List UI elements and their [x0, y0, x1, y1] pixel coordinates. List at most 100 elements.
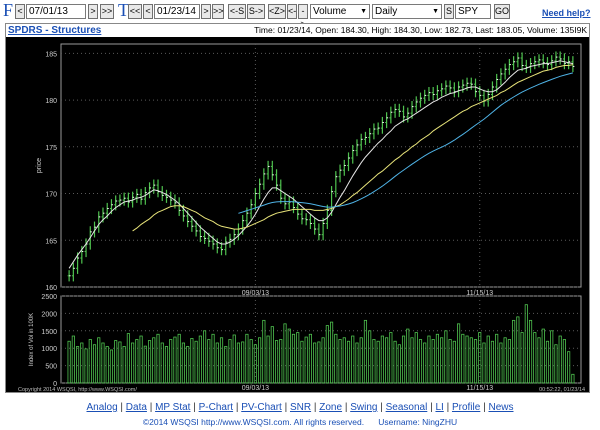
footer-separator: | — [377, 402, 386, 413]
username-text: Username: NingZHU — [378, 417, 458, 427]
volume-bar — [550, 330, 554, 384]
volume-bar — [321, 337, 325, 384]
volume-bar — [160, 342, 164, 384]
volume-bar — [512, 319, 516, 384]
volume-bar — [380, 335, 384, 384]
volume-bar — [245, 333, 249, 384]
volume-bar — [499, 342, 503, 384]
ma-cyan-line — [238, 72, 574, 214]
volume-bar — [571, 373, 575, 384]
volume-bar — [448, 339, 452, 384]
volume-bar — [478, 332, 482, 384]
to-date-input[interactable]: 01/23/14 — [154, 4, 200, 19]
volume-bar — [118, 341, 122, 384]
ma-yellow-line — [132, 64, 574, 232]
zoom-button[interactable]: <Z> — [268, 4, 286, 19]
volume-bar — [194, 340, 198, 384]
study-select[interactable]: Volume ▼ — [310, 4, 370, 19]
volume-bar — [414, 332, 418, 384]
volume-tick-label: 1000 — [41, 346, 57, 353]
volume-bar — [516, 316, 520, 384]
volume-x-tick-label: 09/03/13 — [242, 385, 269, 392]
footer-separator: | — [480, 402, 489, 413]
from-next-button[interactable]: > — [88, 4, 98, 19]
footer-link-mp-stat[interactable]: MP Stat — [155, 402, 191, 413]
from-letter: F — [3, 0, 14, 20]
footer-link-data[interactable]: Data — [125, 402, 147, 413]
footer-separator: | — [443, 402, 452, 413]
volume-bar — [368, 330, 372, 384]
footer-link-snr[interactable]: SNR — [289, 402, 312, 413]
price-tick-label: 165 — [45, 238, 57, 245]
volume-pane-frame — [60, 295, 582, 384]
volume-bar — [232, 334, 236, 384]
panel-title[interactable]: SPDRS - Structures — [8, 25, 102, 36]
volume-bar — [84, 348, 88, 384]
footer-nav: Analog | Data | MP Stat | P-Chart | PV-C… — [0, 402, 600, 413]
volume-bar — [355, 342, 359, 384]
to-fast-forward-button[interactable]: >> — [212, 4, 224, 19]
volume-bar — [241, 341, 245, 384]
volume-bar — [461, 333, 465, 384]
chevron-back-button[interactable]: <- — [287, 4, 297, 19]
footer-link-seasonal[interactable]: Seasonal — [385, 402, 428, 413]
footer-link-swing[interactable]: Swing — [350, 402, 378, 413]
volume-bar — [169, 339, 173, 384]
to-fast-back-button[interactable]: << — [128, 4, 142, 19]
footer-link-profile[interactable]: Profile — [451, 402, 481, 413]
price-tick-label: 175 — [45, 145, 57, 152]
volume-bar — [418, 339, 423, 384]
toolbar: F < 07/01/13 > >> T << < 01/23/14 > >> <… — [0, 0, 600, 29]
shift-right-button[interactable]: S-> — [247, 4, 265, 19]
volume-bar — [457, 323, 461, 384]
from-prev-button[interactable]: < — [15, 4, 25, 19]
from-fast-forward-button[interactable]: >> — [100, 4, 114, 19]
volume-tick-label: 1500 — [41, 329, 57, 336]
to-prev-button[interactable]: < — [143, 4, 153, 19]
s-button[interactable]: S — [444, 4, 454, 19]
price-x-tick-label: 11/15/13 — [466, 290, 493, 297]
from-date-input[interactable]: 07/01/13 — [26, 4, 86, 19]
volume-bar — [228, 339, 232, 384]
volume-bar — [423, 342, 427, 384]
volume-bar — [291, 333, 296, 384]
volume-bar — [567, 351, 571, 384]
footer-link-zone[interactable]: Zone — [319, 402, 343, 413]
volume-bar — [143, 345, 147, 384]
volume-bar — [80, 342, 84, 384]
volume-bar — [431, 339, 435, 384]
volume-bar — [114, 340, 118, 384]
volume-tick-label: 2000 — [41, 311, 57, 318]
volume-bar — [219, 337, 224, 384]
footer-link-analog[interactable]: Analog — [86, 402, 118, 413]
footer-separator: | — [190, 402, 199, 413]
volume-bar — [528, 319, 533, 384]
volume-bar — [135, 339, 139, 384]
footer-separator: | — [427, 402, 436, 413]
volume-bar — [541, 328, 545, 384]
shift-left-button[interactable]: <-S — [228, 4, 246, 19]
chart-timestamp-label: 00:52:22, 01/23/14 — [539, 387, 585, 393]
volume-bar — [88, 339, 92, 384]
volume-bar — [473, 339, 478, 384]
symbol-input[interactable]: SPY — [455, 4, 491, 19]
chevron-down-icon: ▼ — [432, 8, 439, 15]
volume-bar — [211, 333, 215, 384]
volume-bar — [156, 333, 160, 384]
footer-link-pv-chart[interactable]: PV-Chart — [241, 402, 282, 413]
go-button[interactable]: GO — [494, 4, 510, 19]
footer-link-news[interactable]: News — [488, 402, 514, 413]
volume-tick-label: 500 — [45, 364, 57, 371]
footer-link-p-chart[interactable]: P-Chart — [198, 402, 234, 413]
chevron-forward-button[interactable]: -> — [298, 4, 308, 29]
volume-bar — [203, 330, 207, 384]
footer-link-li[interactable]: LI — [435, 402, 444, 413]
to-next-button[interactable]: > — [201, 4, 211, 19]
volume-bar — [325, 325, 329, 384]
volume-bar — [410, 337, 414, 384]
period-select[interactable]: Daily ▼ — [372, 4, 442, 19]
chart-panel: SPDRS - Structures Time: 01/23/14, Open:… — [5, 23, 590, 393]
volume-bar — [495, 333, 499, 384]
help-link[interactable]: Need help? — [542, 8, 591, 18]
volume-bar — [313, 342, 317, 384]
